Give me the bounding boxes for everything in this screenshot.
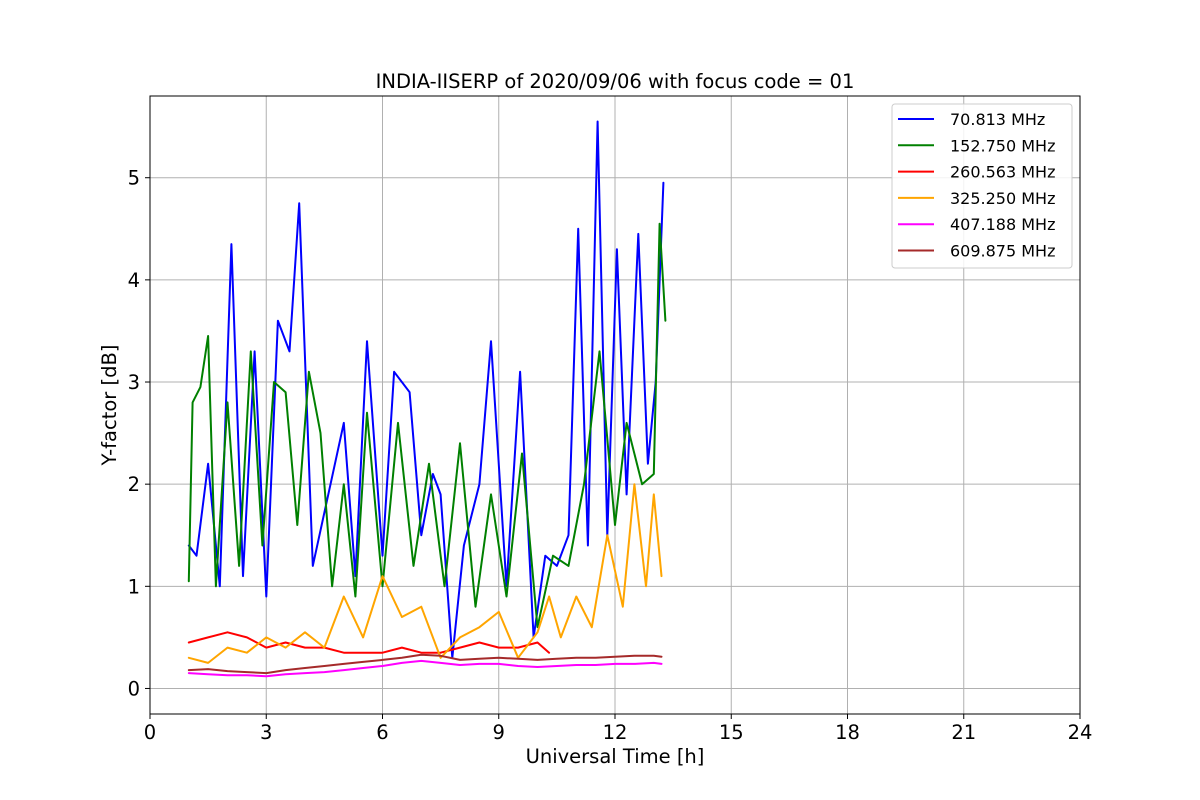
series-line-0 [187,120,665,659]
x-tick-label: 9 [493,721,505,744]
y-tick-label: 5 [128,167,140,190]
series-line-2 [187,631,551,654]
series-line-3 [187,483,663,664]
legend-box [891,103,1073,269]
series-line-1 [187,222,667,629]
x-tick-label: 12 [603,721,628,744]
legend-entries: 70.813 MHz 152.750 MHz 260.563 MHz 325.250 … [898,110,1055,261]
legend-label-0: 70.813 MHz [950,110,1045,129]
x-tick-label: 0 [144,721,156,744]
y-tick-label: 1 [128,575,140,598]
chart-title: INDIA-IISERP of 2020/09/06 with focus co… [376,70,855,93]
plot-area [187,120,667,678]
legend-label-5: 609.875 MHz [950,242,1055,261]
y-tick-label: 4 [128,269,140,292]
x-tick-label: 3 [260,721,272,744]
y-tick-label: 2 [128,473,140,496]
legend-label-3: 325.250 MHz [950,189,1055,208]
legend-label-2: 260.563 MHz [950,163,1055,182]
y-axis-label: Y-factor [dB] [98,345,121,467]
series-line-4 [187,659,663,678]
legend-label-4: 407.188 MHz [950,215,1055,234]
x-axis-label: Universal Time [h] [526,745,705,768]
legend: 70.813 MHz 152.750 MHz 260.563 MHz 325.250 … [891,103,1073,269]
x-tick-label: 15 [719,721,744,744]
series-line-5 [187,653,663,675]
y-tick-label: 3 [128,371,140,394]
x-tick-label: 21 [951,721,976,744]
legend-label-1: 152.750 MHz [950,136,1055,155]
x-tick-label: 24 [1068,721,1093,744]
x-tick-label: 6 [376,721,388,744]
x-tick-label: 18 [835,721,860,744]
y-tick-label: 0 [128,677,140,700]
series-layer [187,120,667,678]
